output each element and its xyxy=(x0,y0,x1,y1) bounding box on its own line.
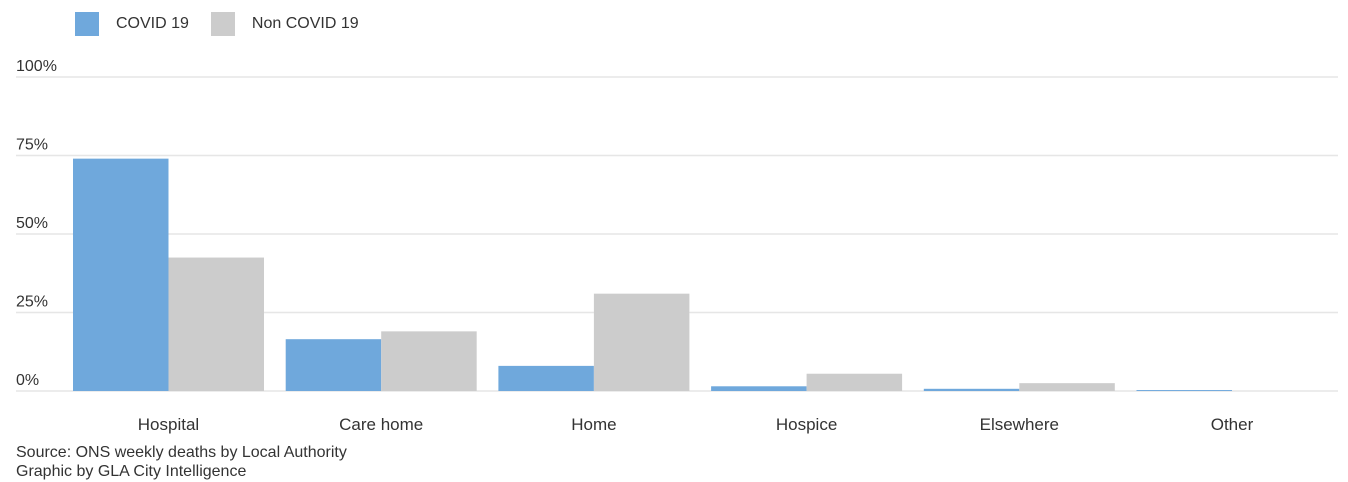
credit-line: Graphic by GLA City Intelligence xyxy=(16,463,247,480)
bar-covid xyxy=(498,365,594,391)
source-line: Source: ONS weekly deaths by Local Autho… xyxy=(16,444,347,461)
bar-noncovid xyxy=(1019,383,1115,391)
x-tick-label: Elsewhere xyxy=(980,415,1059,434)
y-tick-label: 50% xyxy=(16,215,48,232)
bar-noncovid xyxy=(806,373,903,391)
bar-covid xyxy=(1136,390,1232,391)
bar-covid xyxy=(285,339,382,391)
source-note: Source: ONS weekly deaths by Local Autho… xyxy=(16,443,347,481)
y-tick-label: 100% xyxy=(16,58,57,75)
bar-noncovid xyxy=(593,293,690,391)
x-tick-label: Other xyxy=(1211,415,1254,434)
legend: COVID 19 Non COVID 19 xyxy=(75,12,381,36)
bar-noncovid xyxy=(168,257,264,391)
x-axis-ticks: Hospital Care home Home Hospice Elsewhere Oth… xyxy=(138,415,1254,434)
y-axis-ticks: 0% 25% 50% 75% 100% xyxy=(16,58,57,389)
legend-item-noncovid: Non COVID 19 xyxy=(210,12,359,36)
legend-label-noncovid: Non COVID 19 xyxy=(251,15,359,32)
y-tick-label: 0% xyxy=(16,372,39,389)
legend-swatch-covid xyxy=(75,12,99,36)
x-tick-label: Hospice xyxy=(776,415,837,434)
y-tick-label: 75% xyxy=(16,137,48,154)
bar-covid xyxy=(73,158,169,391)
bar-noncovid xyxy=(381,331,477,391)
bars xyxy=(73,158,1232,391)
x-tick-label: Home xyxy=(571,415,616,434)
bar-covid xyxy=(923,388,1020,391)
legend-label-covid: COVID 19 xyxy=(116,15,189,32)
x-tick-label: Hospital xyxy=(138,415,199,434)
x-tick-label: Care home xyxy=(339,415,423,434)
legend-swatch-noncovid xyxy=(210,12,235,36)
legend-item-covid: COVID 19 xyxy=(75,12,189,36)
bar-covid xyxy=(711,386,807,391)
y-tick-label: 25% xyxy=(16,294,48,311)
